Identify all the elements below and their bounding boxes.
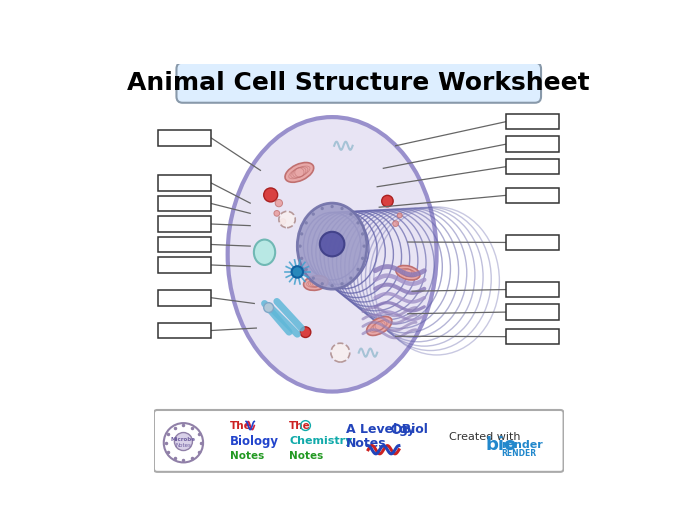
Ellipse shape bbox=[304, 276, 328, 290]
Circle shape bbox=[300, 327, 311, 337]
Circle shape bbox=[279, 211, 295, 228]
FancyBboxPatch shape bbox=[506, 136, 559, 152]
Circle shape bbox=[361, 257, 364, 260]
Text: RENDER: RENDER bbox=[501, 450, 536, 458]
Text: bio: bio bbox=[486, 436, 517, 454]
Circle shape bbox=[298, 245, 302, 248]
Text: The: The bbox=[289, 421, 311, 430]
FancyBboxPatch shape bbox=[158, 130, 211, 146]
FancyBboxPatch shape bbox=[158, 237, 211, 252]
Text: Notes: Notes bbox=[289, 451, 323, 461]
FancyBboxPatch shape bbox=[158, 216, 211, 232]
Ellipse shape bbox=[298, 203, 367, 289]
Circle shape bbox=[320, 232, 344, 256]
FancyBboxPatch shape bbox=[506, 282, 559, 297]
Circle shape bbox=[164, 423, 203, 462]
FancyBboxPatch shape bbox=[158, 290, 211, 305]
Circle shape bbox=[304, 221, 308, 225]
Ellipse shape bbox=[228, 117, 437, 392]
Circle shape bbox=[275, 200, 283, 207]
Text: The: The bbox=[230, 421, 251, 430]
Circle shape bbox=[264, 188, 278, 202]
Circle shape bbox=[393, 221, 398, 227]
Ellipse shape bbox=[285, 163, 314, 182]
Circle shape bbox=[398, 213, 402, 218]
Circle shape bbox=[321, 207, 324, 210]
FancyBboxPatch shape bbox=[158, 323, 211, 338]
Circle shape bbox=[356, 268, 360, 271]
Circle shape bbox=[280, 219, 286, 225]
Text: render: render bbox=[501, 440, 543, 450]
Text: Notes: Notes bbox=[176, 443, 191, 448]
Circle shape bbox=[340, 282, 344, 285]
Circle shape bbox=[304, 268, 308, 271]
Circle shape bbox=[274, 211, 280, 216]
Circle shape bbox=[330, 205, 334, 208]
FancyBboxPatch shape bbox=[506, 159, 559, 174]
Circle shape bbox=[174, 433, 193, 451]
Text: Notes: Notes bbox=[230, 451, 264, 461]
Ellipse shape bbox=[254, 239, 275, 265]
Circle shape bbox=[361, 232, 364, 236]
Circle shape bbox=[349, 212, 353, 216]
FancyBboxPatch shape bbox=[506, 329, 559, 344]
FancyBboxPatch shape bbox=[158, 196, 211, 211]
Text: Chemistry: Chemistry bbox=[289, 436, 353, 446]
Circle shape bbox=[330, 284, 334, 287]
Circle shape bbox=[356, 221, 360, 225]
Circle shape bbox=[331, 343, 350, 362]
Text: Animal Cell Structure Worksheet: Animal Cell Structure Worksheet bbox=[127, 71, 590, 95]
Circle shape bbox=[312, 212, 315, 216]
Circle shape bbox=[321, 282, 324, 285]
FancyBboxPatch shape bbox=[154, 410, 564, 472]
Circle shape bbox=[349, 277, 353, 280]
FancyBboxPatch shape bbox=[158, 257, 211, 273]
Circle shape bbox=[363, 245, 366, 248]
Text: Biology: Biology bbox=[230, 435, 279, 447]
Text: Microbe: Microbe bbox=[171, 437, 196, 443]
FancyBboxPatch shape bbox=[158, 175, 211, 191]
Text: gy: gy bbox=[399, 423, 416, 436]
FancyBboxPatch shape bbox=[506, 188, 559, 203]
Circle shape bbox=[292, 266, 303, 278]
Circle shape bbox=[300, 232, 303, 236]
Ellipse shape bbox=[396, 265, 420, 280]
FancyBboxPatch shape bbox=[506, 114, 559, 129]
Text: A Level Biol: A Level Biol bbox=[346, 423, 428, 436]
Circle shape bbox=[264, 303, 274, 312]
FancyBboxPatch shape bbox=[506, 235, 559, 250]
Circle shape bbox=[300, 257, 303, 260]
Text: Notes: Notes bbox=[346, 437, 386, 450]
Text: Created with: Created with bbox=[449, 431, 520, 442]
FancyBboxPatch shape bbox=[506, 304, 559, 320]
FancyBboxPatch shape bbox=[176, 63, 541, 103]
Ellipse shape bbox=[367, 317, 392, 336]
Circle shape bbox=[312, 277, 315, 280]
Circle shape bbox=[340, 207, 344, 210]
Circle shape bbox=[382, 195, 393, 207]
